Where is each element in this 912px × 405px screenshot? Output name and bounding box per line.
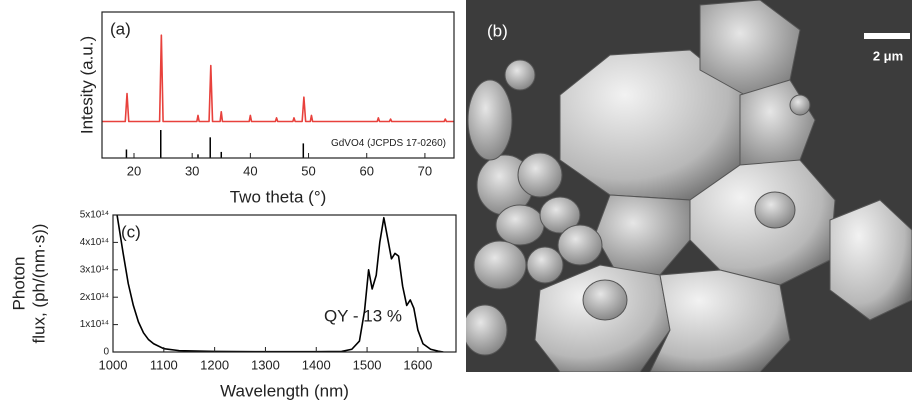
panel-label: (c) bbox=[121, 222, 141, 241]
x-tick-label: 20 bbox=[127, 163, 141, 178]
data-line bbox=[117, 215, 443, 352]
y-tick-label: 2x10¹⁴ bbox=[80, 292, 109, 303]
x-axis-label: Wavelength (nm) bbox=[220, 381, 349, 400]
y-tick-label: 3x10¹⁴ bbox=[80, 264, 109, 275]
panel-label: (a) bbox=[110, 19, 131, 38]
x-axis-label: Two theta (°) bbox=[230, 187, 327, 206]
annotation: QY - 13 % bbox=[324, 306, 402, 325]
x-tick-label: 40 bbox=[243, 163, 257, 178]
data-line bbox=[102, 35, 454, 121]
y-tick-label: 4x10¹⁴ bbox=[80, 237, 109, 248]
x-tick-label: 1200 bbox=[200, 357, 229, 372]
panel-label: (b) bbox=[487, 21, 508, 40]
y-axis-label: Intesity (a.u.) bbox=[77, 36, 96, 134]
axes-frame bbox=[113, 215, 456, 352]
x-tick-label: 70 bbox=[418, 163, 432, 178]
x-tick-label: 1300 bbox=[251, 357, 280, 372]
x-tick-label: 1500 bbox=[353, 357, 382, 372]
x-tick-label: 60 bbox=[359, 163, 373, 178]
x-tick-label: 1100 bbox=[150, 357, 178, 372]
x-tick-label: 30 bbox=[185, 163, 199, 178]
y-axis-label: Photon bbox=[9, 257, 28, 311]
scale-bar bbox=[864, 33, 910, 39]
x-tick-label: 1000 bbox=[99, 357, 128, 372]
y-tick-label: 1x10¹⁴ bbox=[80, 319, 109, 330]
y-tick-label: 0 bbox=[103, 347, 109, 358]
figure: (b) 2 μm GdVO4 (JCPDS 17-0260) 20 30 40 50 60… bbox=[0, 0, 912, 405]
reference-label: GdVO4 (JCPDS 17-0260) bbox=[331, 138, 446, 149]
x-tick-label: 1600 bbox=[403, 357, 432, 372]
y-tick-label: 5x10¹⁴ bbox=[80, 210, 109, 221]
x-tick-label: 1400 bbox=[302, 357, 331, 372]
x-tick-label: 50 bbox=[301, 163, 315, 178]
y-axis-label: flux, (ph/(nm·s)) bbox=[29, 224, 48, 344]
axes-frame bbox=[102, 12, 454, 158]
scale-bar-label: 2 μm bbox=[873, 48, 903, 63]
sem-image: (b) 2 μm bbox=[463, 0, 912, 372]
plot-area bbox=[117, 215, 443, 352]
